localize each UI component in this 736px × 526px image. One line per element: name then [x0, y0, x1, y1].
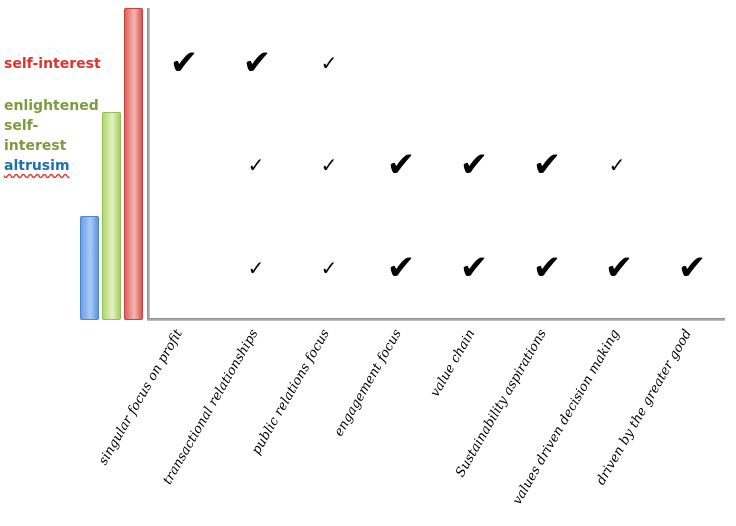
altruism-bar: [80, 216, 99, 320]
check-self-interest-transactional-relationships: ✔: [242, 43, 272, 83]
legend-altruism: altrusim: [4, 158, 70, 174]
check-enlightened-sustainability-aspirations: ✔: [532, 145, 562, 185]
check-self-interest-public-relations-focus: ✓: [320, 51, 338, 75]
y-axis: [147, 8, 150, 321]
check-enlightened-value-chain: ✔: [459, 145, 489, 185]
check-altruism-value-chain: ✔: [459, 248, 489, 288]
legend-self-interest: self-interest: [4, 56, 101, 72]
check-altruism-values-driven-decision-making: ✔: [604, 248, 634, 288]
legend-enlightened-self-interest: enlightened self-interest: [4, 98, 99, 154]
x-axis: [147, 318, 725, 321]
check-enlightened-engagement-focus: ✔: [386, 145, 416, 185]
check-altruism-engagement-focus: ✔: [386, 248, 416, 288]
enlightened-self-interest-bar: [102, 112, 121, 320]
check-altruism-transactional-relationships: ✓: [247, 256, 265, 280]
category-label-singular-focus-on-profit: singular focus on profit: [96, 327, 187, 468]
check-altruism-driven-by-the-greater-good: ✔: [677, 248, 707, 288]
category-label-engagement-focus: engagement focus: [331, 327, 406, 440]
check-enlightened-transactional-relationships: ✓: [247, 153, 265, 177]
self-interest-bar: [124, 8, 143, 320]
category-label-value-chain: value chain: [427, 327, 479, 400]
check-self-interest-singular-focus-on-profit: ✔: [169, 43, 199, 83]
check-altruism-public-relations-focus: ✓: [320, 256, 338, 280]
check-altruism-sustainability-aspirations: ✔: [532, 248, 562, 288]
check-enlightened-values-driven-decision-making: ✓: [608, 153, 626, 177]
check-enlightened-public-relations-focus: ✓: [320, 153, 338, 177]
category-label-public-relations-focus: public relations focus: [249, 327, 334, 458]
